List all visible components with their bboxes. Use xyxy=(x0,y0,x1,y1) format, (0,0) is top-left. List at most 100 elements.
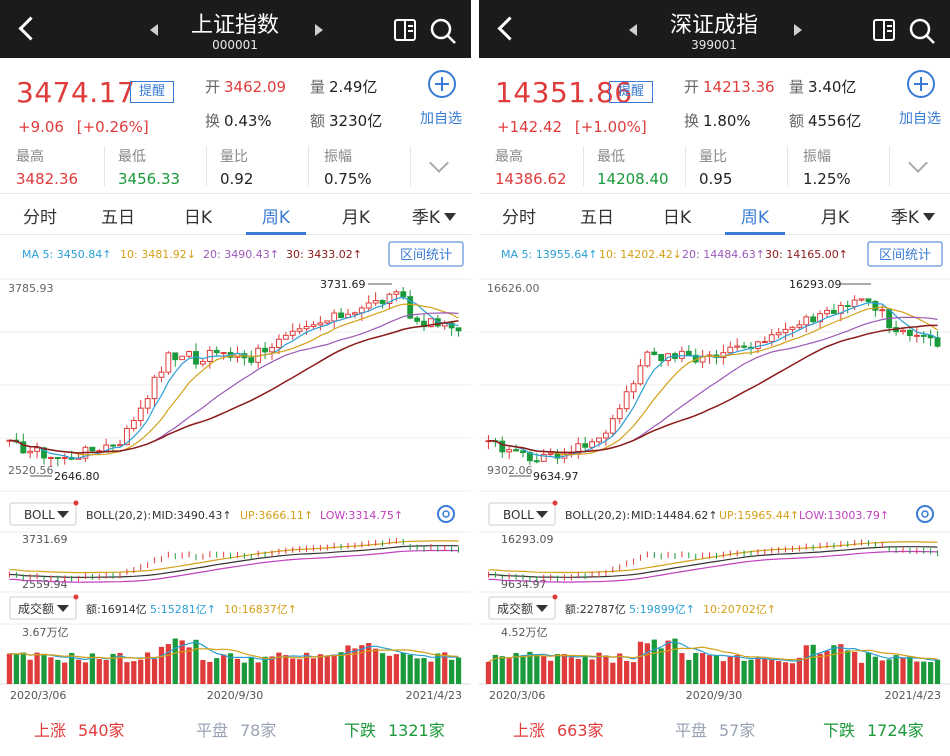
prev-stock-icon[interactable] xyxy=(150,24,158,36)
add-watchlist-label[interactable]: 加自选 xyxy=(899,111,941,127)
date-label-end: 2021/4/23 xyxy=(406,689,462,702)
tab-weekly-k[interactable]: 周K xyxy=(740,208,770,228)
boll-selector[interactable] xyxy=(9,502,77,526)
boll-label: BOLL(20,2): xyxy=(565,509,630,522)
volume-bar xyxy=(186,647,192,684)
candle-body xyxy=(151,376,158,400)
volume-bar xyxy=(769,659,775,684)
chevron-down-icon[interactable] xyxy=(908,153,928,173)
tab-monthly-k[interactable]: 月K xyxy=(341,208,371,228)
volume-selector[interactable] xyxy=(488,596,556,620)
candle-body xyxy=(734,345,741,348)
volume-bar xyxy=(499,656,505,684)
prev-stock-icon[interactable] xyxy=(629,24,637,36)
active-tab-indicator xyxy=(246,232,306,235)
quote-summary: 14351.86 提醒 +142.42 [+1.00%] 开 14213.36 量… xyxy=(479,58,950,193)
search-icon[interactable] xyxy=(907,16,937,46)
flat-count: 78家 xyxy=(240,721,276,740)
tab-intraday[interactable]: 分时 xyxy=(23,208,57,228)
volume-selector[interactable] xyxy=(9,596,77,620)
flat-count-label: 平盘 xyxy=(675,721,707,740)
tab-five-day[interactable]: 五日 xyxy=(580,208,614,228)
candle-body xyxy=(934,337,941,347)
volume-bar xyxy=(706,655,713,684)
stats-row: 最高 3482.36 最低 3456.33 量比 0.92 振幅 0.75% xyxy=(0,142,471,192)
volume-bar xyxy=(907,656,913,684)
volume-bar xyxy=(824,650,830,684)
volume-bar xyxy=(269,656,275,684)
flat-count-label: 平盘 xyxy=(196,721,228,740)
kline-chart[interactable]: MA 5: 3450.84↑ 10: 3481.92↓ 20: 3490.43↑ 30… xyxy=(0,236,471,756)
volume-bar xyxy=(596,652,602,684)
volume-bar xyxy=(421,658,427,684)
next-stock-icon[interactable] xyxy=(794,24,802,36)
volume-label: 10:20702亿↑ xyxy=(703,603,776,616)
volume-bar xyxy=(366,643,372,684)
search-icon[interactable] xyxy=(428,16,458,46)
candle-body xyxy=(427,318,434,328)
back-arrow-icon[interactable] xyxy=(493,14,521,44)
volume-bar xyxy=(852,651,858,684)
candle-body xyxy=(130,420,137,429)
volume-bar xyxy=(214,658,220,684)
up-count-label: 上涨 xyxy=(513,721,545,740)
add-watchlist-icon[interactable] xyxy=(428,70,456,98)
tab-weekly-k[interactable]: 周K xyxy=(261,208,291,228)
ma-line xyxy=(488,324,938,454)
candle-body xyxy=(89,446,96,452)
volume-ma-line xyxy=(488,646,938,663)
down-count: 1724家 xyxy=(867,721,924,740)
open-price: 开 3462.09 xyxy=(205,78,287,96)
red-dot-icon xyxy=(73,594,79,600)
candle-body xyxy=(165,352,172,373)
tab-quarterly-k[interactable]: 季K xyxy=(879,203,947,228)
divider xyxy=(787,146,788,186)
remind-button[interactable]: 提醒 xyxy=(609,81,653,103)
volume-bar xyxy=(893,655,899,684)
volume-ma-line xyxy=(9,641,459,661)
add-watchlist-icon[interactable] xyxy=(907,70,935,98)
high-marker: 3731.69 xyxy=(320,278,366,291)
divider xyxy=(104,146,105,186)
candle-body xyxy=(448,322,455,329)
gear-icon[interactable] xyxy=(916,505,934,523)
tab-daily-k[interactable]: 日K xyxy=(662,208,692,228)
ma-label: 20: 3490.43↑ xyxy=(203,248,279,261)
candle-body xyxy=(213,349,220,354)
f10-info-icon[interactable] xyxy=(872,18,896,42)
add-watchlist-label[interactable]: 加自选 xyxy=(420,111,462,127)
range-stats-button[interactable] xyxy=(388,241,464,267)
candle-body xyxy=(609,418,616,434)
stat-volume-ratio: 量比 0.92 xyxy=(220,149,254,188)
volume-bar xyxy=(748,659,754,684)
active-tab-indicator xyxy=(725,232,785,235)
volume-bar xyxy=(534,654,540,684)
tab-five-day[interactable]: 五日 xyxy=(101,208,135,228)
boll-selector-label: BOLL xyxy=(503,508,534,522)
candle-body xyxy=(851,299,858,307)
next-stock-icon[interactable] xyxy=(315,24,323,36)
candle-body xyxy=(761,341,768,344)
tab-quarterly-k[interactable]: 季K xyxy=(400,203,468,228)
range-stats-button[interactable] xyxy=(867,241,943,267)
tab-daily-k[interactable]: 日K xyxy=(183,208,213,228)
tab-intraday[interactable]: 分时 xyxy=(502,208,536,228)
f10-info-icon[interactable] xyxy=(393,18,417,42)
candle-body xyxy=(269,346,275,353)
ma-label: 20: 14484.63↑ xyxy=(682,248,765,261)
volume-bar xyxy=(62,662,68,684)
chevron-down-icon[interactable] xyxy=(429,153,449,173)
candle-body xyxy=(172,352,179,361)
gear-icon[interactable] xyxy=(437,505,455,523)
kline-chart[interactable]: MA 5: 13955.64↑ 10: 14202.42↓ 20: 14484.63… xyxy=(479,236,950,756)
ma-line xyxy=(9,312,459,454)
back-arrow-icon[interactable] xyxy=(14,14,42,44)
candle-body xyxy=(372,299,379,304)
boll-selector[interactable] xyxy=(488,502,556,526)
boll-lower-line xyxy=(9,549,459,583)
volume-bar xyxy=(928,662,934,684)
tab-monthly-k[interactable]: 月K xyxy=(820,208,850,228)
volume-bar xyxy=(693,652,699,684)
remind-button[interactable]: 提醒 xyxy=(130,81,174,103)
candle-body xyxy=(303,326,310,330)
